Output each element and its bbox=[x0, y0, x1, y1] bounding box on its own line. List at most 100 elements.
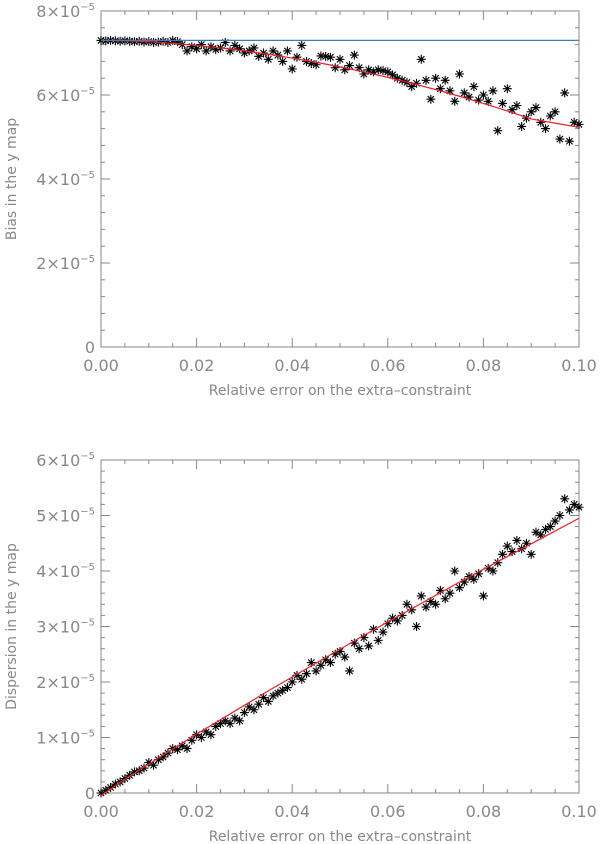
y-tick-label: 4×10−5 bbox=[36, 562, 95, 581]
data-point bbox=[249, 705, 259, 715]
data-point bbox=[254, 51, 264, 61]
data-point bbox=[196, 40, 206, 50]
data-point bbox=[469, 574, 479, 584]
y-tick-label: 5×10−5 bbox=[36, 507, 95, 526]
dispersion-chart: 0.00 0.02 0.04 0.06 0.08 0.10 0 1×10−5 2×10−5 3×1… bbox=[4, 451, 597, 844]
data-point bbox=[244, 702, 254, 712]
data-point bbox=[474, 95, 484, 105]
data-point bbox=[536, 117, 546, 127]
data-point bbox=[211, 45, 221, 55]
data-point bbox=[478, 90, 488, 100]
data-point bbox=[435, 585, 445, 595]
data-point bbox=[359, 69, 369, 79]
data-point bbox=[383, 67, 393, 77]
data-point bbox=[502, 541, 512, 551]
data-point bbox=[526, 107, 536, 117]
data-point bbox=[321, 51, 331, 61]
y-tick-label: 6×10−5 bbox=[36, 451, 95, 470]
y-tick-label: 1×10−5 bbox=[36, 729, 95, 748]
fit-line bbox=[100, 517, 580, 797]
data-point bbox=[411, 622, 421, 631]
data-point bbox=[287, 677, 297, 687]
data-point bbox=[521, 538, 531, 548]
data-point bbox=[455, 583, 464, 593]
data-point bbox=[129, 767, 139, 777]
data-point bbox=[469, 82, 479, 92]
data-point bbox=[488, 86, 498, 96]
x-tick-label: 0.04 bbox=[274, 802, 310, 821]
x-axis-title: Relative error on the extra–constraint bbox=[209, 829, 472, 844]
data-point bbox=[459, 88, 469, 98]
data-point bbox=[388, 70, 398, 80]
data-point bbox=[225, 719, 235, 729]
data-point bbox=[349, 638, 359, 648]
data-point bbox=[426, 94, 436, 104]
plot-frame bbox=[100, 459, 580, 794]
y-tick-label: 4×10−5 bbox=[36, 170, 95, 189]
data-point bbox=[550, 516, 560, 526]
y-tick-label: 2×10−5 bbox=[36, 673, 95, 692]
data-point bbox=[292, 52, 302, 62]
data-point bbox=[302, 669, 312, 679]
data-point bbox=[569, 499, 579, 509]
data-point bbox=[450, 96, 460, 106]
data-point bbox=[440, 594, 450, 604]
x-tick-label: 0.08 bbox=[466, 356, 502, 375]
data-point bbox=[153, 755, 163, 765]
data-point bbox=[531, 103, 541, 113]
x-tick-label: 0.10 bbox=[561, 356, 597, 375]
data-point bbox=[144, 757, 154, 767]
data-point bbox=[402, 599, 412, 609]
data-point bbox=[321, 655, 331, 665]
data-point bbox=[512, 535, 522, 545]
data-point bbox=[302, 56, 312, 66]
data-point bbox=[158, 752, 168, 762]
x-tick-label: 0.06 bbox=[370, 802, 406, 821]
data-point bbox=[364, 641, 374, 651]
data-point bbox=[545, 522, 555, 532]
data-point bbox=[282, 46, 292, 56]
data-point bbox=[254, 699, 264, 709]
data-point bbox=[287, 64, 297, 74]
data-point bbox=[526, 549, 536, 559]
data-point bbox=[325, 52, 335, 62]
data-point bbox=[96, 788, 106, 798]
data-point bbox=[268, 46, 278, 56]
data-point bbox=[311, 666, 321, 676]
y-tick-label: 8×10−5 bbox=[36, 2, 95, 21]
y-axis-title: Bias in the y map bbox=[4, 118, 20, 240]
data-point bbox=[230, 713, 240, 723]
data-point bbox=[316, 51, 326, 61]
data-point bbox=[306, 658, 316, 668]
data-point bbox=[368, 67, 378, 77]
data-point bbox=[431, 73, 441, 83]
data-point bbox=[263, 696, 273, 706]
data-point bbox=[292, 670, 302, 680]
x-tick-label: 0.10 bbox=[561, 802, 597, 821]
data-point bbox=[407, 605, 417, 615]
bias-chart: 0.00 0.02 0.04 0.06 0.08 0.10 0 2×10−5 4×10−5 6×1… bbox=[4, 2, 597, 399]
fit-line bbox=[100, 39, 580, 128]
y-tick-label: 0 bbox=[85, 784, 95, 803]
data-point bbox=[345, 666, 355, 676]
data-point bbox=[330, 649, 340, 659]
data-point bbox=[541, 524, 551, 534]
data-point bbox=[512, 101, 522, 110]
data-point bbox=[507, 105, 517, 115]
data-point bbox=[431, 599, 441, 609]
data-point bbox=[426, 597, 436, 607]
x-tick-label: 0.08 bbox=[466, 802, 502, 821]
data-point bbox=[392, 616, 402, 626]
x-tick-label: 0.04 bbox=[274, 356, 310, 375]
data-point bbox=[440, 75, 450, 85]
data-point bbox=[225, 46, 235, 56]
y-tick-label: 3×10−5 bbox=[36, 618, 95, 637]
data-point bbox=[498, 549, 508, 559]
data-point bbox=[416, 54, 426, 64]
data-point bbox=[220, 716, 230, 726]
data-point bbox=[196, 733, 206, 742]
data-point bbox=[220, 38, 230, 47]
data-point bbox=[560, 88, 570, 98]
x-tick-label: 0.00 bbox=[83, 356, 119, 375]
